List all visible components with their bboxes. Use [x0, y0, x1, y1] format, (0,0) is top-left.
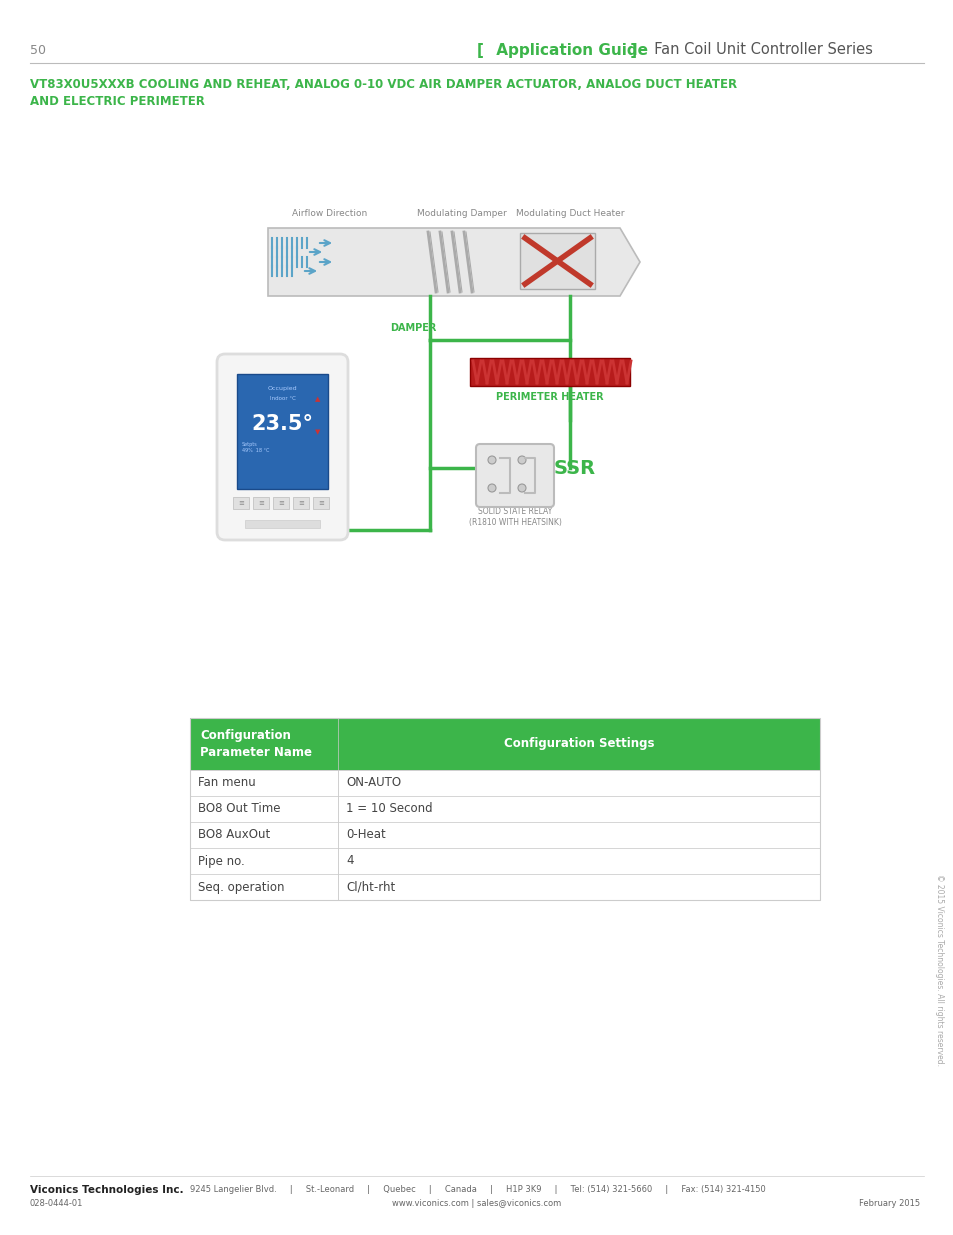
Text: Parameter Name: Parameter Name	[200, 746, 312, 758]
Text: VT83X0U5XXXB COOLING AND REHEAT, ANALOG 0-10 VDC AIR DAMPER ACTUATOR, ANALOG DUC: VT83X0U5XXXB COOLING AND REHEAT, ANALOG …	[30, 78, 737, 91]
Text: February 2015: February 2015	[858, 1199, 919, 1209]
Text: ≡: ≡	[238, 500, 244, 506]
Text: Modulating Damper: Modulating Damper	[416, 209, 506, 219]
Text: Modulating Duct Heater: Modulating Duct Heater	[516, 209, 623, 219]
Bar	[470, 358, 629, 387]
Bar	[190, 848, 820, 874]
Text: ▼: ▼	[315, 429, 320, 435]
Text: Seq. operation: Seq. operation	[198, 881, 284, 893]
Text: 49%  18 °C: 49% 18 °C	[242, 448, 269, 453]
Text: Configuration: Configuration	[200, 730, 291, 742]
Bar	[190, 769, 820, 797]
Bar	[253, 496, 269, 509]
Bar	[190, 718, 820, 900]
Text: BO8 Out Time: BO8 Out Time	[198, 803, 280, 815]
Text: 9245 Langelier Blvd.     |     St.-Leonard     |     Quebec     |     Canada    : 9245 Langelier Blvd. | St.-Leonard | Que…	[190, 1186, 765, 1194]
Text: Configuration Settings: Configuration Settings	[503, 737, 654, 751]
Text: SOLID STATE RELAY
(R1810 WITH HEATSINK): SOLID STATE RELAY (R1810 WITH HEATSINK)	[468, 508, 561, 527]
Bar	[273, 496, 289, 509]
Text: DAMPER: DAMPER	[390, 324, 436, 333]
Text: Cl/ht-rht: Cl/ht-rht	[346, 881, 395, 893]
Circle shape	[488, 456, 496, 464]
Text: AND ELECTRIC PERIMETER: AND ELECTRIC PERIMETER	[30, 95, 205, 107]
Circle shape	[517, 456, 525, 464]
Polygon shape	[268, 228, 639, 296]
Text: Airflow Direction: Airflow Direction	[292, 209, 367, 219]
Text: ▲: ▲	[315, 396, 320, 403]
Bar	[313, 496, 329, 509]
FancyBboxPatch shape	[476, 445, 554, 508]
Text: Viconics Technologies Inc.: Viconics Technologies Inc.	[30, 1186, 183, 1195]
Bar	[190, 823, 820, 848]
Text: 23.5°: 23.5°	[252, 414, 314, 433]
Circle shape	[517, 484, 525, 492]
Text: 4: 4	[346, 855, 354, 867]
Text: 50: 50	[30, 43, 46, 57]
Text: ]: ]	[624, 42, 637, 58]
Text: ≡: ≡	[277, 500, 284, 506]
Text: Setpts: Setpts	[242, 442, 257, 447]
Text: ON-AUTO: ON-AUTO	[346, 777, 400, 789]
Text: BO8 AuxOut: BO8 AuxOut	[198, 829, 270, 841]
Text: SSR: SSR	[554, 458, 596, 478]
Text: Occupied: Occupied	[268, 387, 297, 391]
Text: © 2015 Viconics Technologies. All rights reserved.: © 2015 Viconics Technologies. All rights…	[935, 874, 943, 1066]
FancyBboxPatch shape	[216, 354, 348, 540]
Bar	[245, 520, 319, 529]
Text: www.viconics.com | sales@viconics.com: www.viconics.com | sales@viconics.com	[392, 1199, 561, 1209]
Text: 028-0444-01: 028-0444-01	[30, 1199, 83, 1209]
Text: ≡: ≡	[317, 500, 324, 506]
Text: ≡: ≡	[258, 500, 264, 506]
Text: Indoor °C: Indoor °C	[270, 396, 295, 401]
Circle shape	[488, 484, 496, 492]
Text: 0-Heat: 0-Heat	[346, 829, 385, 841]
Bar	[233, 496, 249, 509]
Text: 1 = 10 Second: 1 = 10 Second	[346, 803, 432, 815]
Text: Fan Coil Unit Controller Series: Fan Coil Unit Controller Series	[644, 42, 872, 58]
Text: PERIMETER HEATER: PERIMETER HEATER	[496, 391, 603, 403]
Bar	[190, 718, 820, 769]
Bar	[190, 797, 820, 823]
Bar	[519, 233, 595, 289]
Text: [: [	[476, 42, 483, 58]
Text: ≡: ≡	[297, 500, 304, 506]
Bar	[293, 496, 309, 509]
Text: Pipe no.: Pipe no.	[198, 855, 245, 867]
Bar	[236, 374, 328, 489]
Bar	[190, 874, 820, 900]
Text: Fan menu: Fan menu	[198, 777, 255, 789]
Text: Application Guide: Application Guide	[491, 42, 647, 58]
